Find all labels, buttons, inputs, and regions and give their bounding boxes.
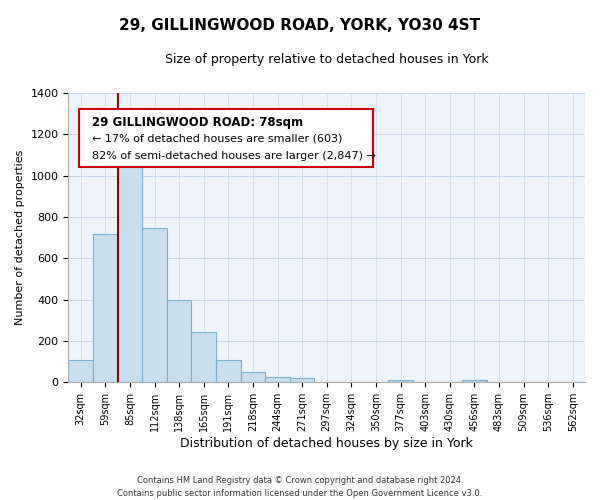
Bar [93,234,118,382]
Y-axis label: Number of detached properties: Number of detached properties [15,150,25,326]
Bar [462,380,487,382]
Bar [68,360,93,382]
Text: 29, GILLINGWOOD ROAD, YORK, YO30 4ST: 29, GILLINGWOOD ROAD, YORK, YO30 4ST [119,18,481,32]
Bar [388,380,413,382]
Title: Size of property relative to detached houses in York: Size of property relative to detached ho… [165,52,488,66]
Bar [191,332,216,382]
Bar [241,372,265,382]
Bar [216,360,241,382]
Text: 29 GILLINGWOOD ROAD: 78sqm: 29 GILLINGWOOD ROAD: 78sqm [92,116,303,129]
Bar [118,164,142,382]
Bar [142,228,167,382]
FancyBboxPatch shape [79,109,373,167]
Bar [167,300,191,382]
Text: ← 17% of detached houses are smaller (603): ← 17% of detached houses are smaller (60… [92,134,342,143]
Text: 82% of semi-detached houses are larger (2,847) →: 82% of semi-detached houses are larger (… [92,151,376,161]
Text: Contains HM Land Registry data © Crown copyright and database right 2024.
Contai: Contains HM Land Registry data © Crown c… [118,476,482,498]
Bar [265,377,290,382]
X-axis label: Distribution of detached houses by size in York: Distribution of detached houses by size … [180,437,473,450]
Bar [290,378,314,382]
